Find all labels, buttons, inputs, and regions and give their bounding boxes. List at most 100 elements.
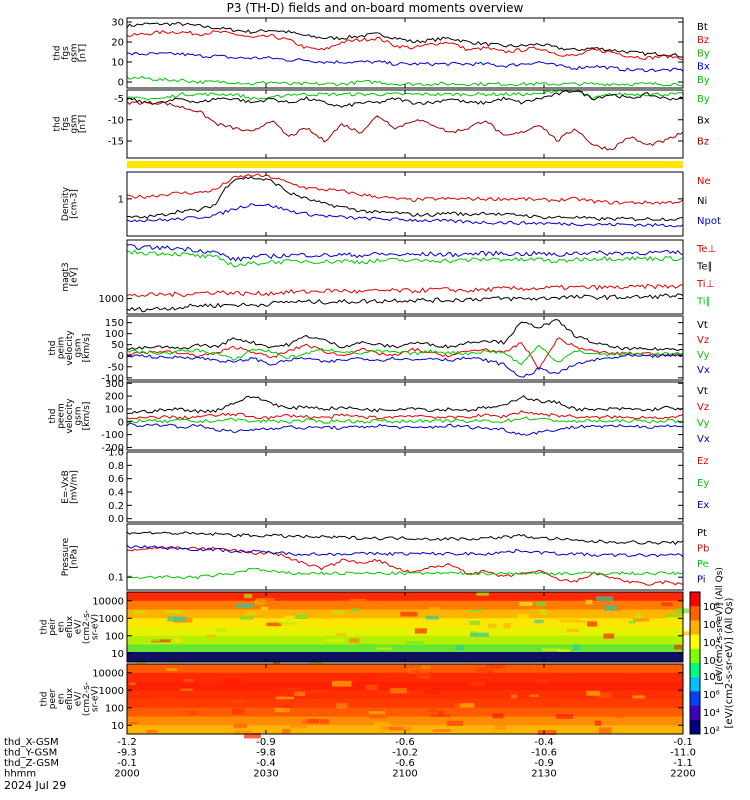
spectrogram-cell <box>531 608 540 613</box>
legend-Ex: Ex <box>697 500 709 511</box>
legend-Vy: Vy <box>697 418 710 429</box>
spectrogram-cell <box>231 708 245 715</box>
y-tick-label: 0.2 <box>108 501 124 512</box>
spectrogram-cell <box>517 614 530 620</box>
date-label: 2024 Jul 29 <box>4 779 67 792</box>
spectrogram-cell <box>536 678 549 683</box>
spectrogram-cell <box>206 634 216 638</box>
x-axis-value: -10.6 <box>531 748 557 759</box>
spectrogram-band <box>127 716 683 726</box>
y-tick-label: 1000 <box>99 614 124 625</box>
colorbar-segment <box>690 634 700 650</box>
y-tick-label: 10000 <box>92 596 124 607</box>
legend-Te∥: Te∥ <box>696 262 713 273</box>
x-axis-value: 2100 <box>392 769 417 780</box>
spectrogram-cell <box>245 612 257 615</box>
y-axis-label: peim <box>57 337 67 360</box>
spectrogram-cell <box>129 722 138 725</box>
spectrogram-cell <box>318 693 336 698</box>
legend-Bz: Bz <box>697 35 709 46</box>
y-axis-label: [nT] <box>78 44 88 62</box>
spectrogram-cell <box>370 714 378 718</box>
spectrogram-cell <box>476 592 489 596</box>
spectrogram-cell <box>180 688 193 691</box>
spectrogram-cell <box>301 718 320 724</box>
series-Vz <box>126 410 684 421</box>
x-axis-value: -1.1 <box>673 758 693 769</box>
y-tick-label: 10 <box>111 721 124 732</box>
spectrogram-cell <box>428 708 436 712</box>
spectrogram-cell <box>665 614 680 617</box>
x-axis-row-label: hhmm <box>4 769 36 780</box>
spectrogram-cell <box>567 628 579 633</box>
colorbar-tick-label: 10⁸ <box>703 672 720 683</box>
spectrogram-cell <box>140 638 160 642</box>
colorbar-segment <box>690 691 700 707</box>
y-axis-label: en <box>57 621 67 632</box>
y-axis-label: [eV] <box>69 268 79 287</box>
y-tick-label: 100 <box>105 329 124 340</box>
x-axis-value: 2130 <box>531 769 556 780</box>
y-tick-label: 1000 <box>99 686 124 697</box>
y-axis-label: [km/s] <box>82 334 92 363</box>
y-tick-label: 30 <box>111 18 124 29</box>
spectrogram-cell <box>389 688 407 694</box>
y-axis-label: [km/s] <box>82 402 92 431</box>
spectrogram-cell <box>510 694 517 699</box>
spectrogram-cell <box>349 638 360 644</box>
spectrogram-cell <box>486 664 505 669</box>
legend-Pi: Pi <box>697 575 706 586</box>
spectrogram-cell <box>274 707 291 713</box>
spectrogram-cell <box>573 644 581 651</box>
spectrogram-cell <box>320 719 330 724</box>
y-axis-label: thd <box>52 117 62 132</box>
spectrogram-cell <box>279 621 297 625</box>
spectrogram-cell <box>469 679 481 683</box>
y-tick-label: 0.6 <box>108 474 124 485</box>
spectrogram-cell <box>357 643 372 648</box>
spectrogram-cell <box>502 667 514 673</box>
colorbar-label-overlay: [eV/(cm2-s-sr-eV)] (All Qs) <box>715 567 725 685</box>
spectrogram-cell <box>580 644 596 649</box>
spectrogram-cell <box>519 601 533 606</box>
colorbar-label: [eV/(cm2-s-sr-eV)] (All Qs) <box>724 597 735 728</box>
spectrogram-cell <box>603 633 615 639</box>
y-axis-label: sr-eV) <box>91 614 101 640</box>
spectrogram-lowband <box>127 652 683 662</box>
spectrogram-cell <box>594 720 602 726</box>
spectrogram-cell <box>508 720 526 725</box>
spectrogram-cell <box>430 721 447 725</box>
spectrogram-cell <box>155 697 175 702</box>
y-axis-label: thd <box>48 341 58 356</box>
spectrogram-cell <box>266 622 282 627</box>
y-tick-label: 100 <box>105 631 124 642</box>
spectrogram-cell <box>437 710 444 715</box>
spectrogram-cell <box>632 695 645 699</box>
series-Ni <box>126 176 684 222</box>
colorbar-segment <box>690 648 700 664</box>
series-Vt <box>126 318 684 352</box>
spectrogram-band <box>127 635 683 645</box>
spectrogram-cell <box>349 598 367 604</box>
y-tick-label: 100 <box>105 404 124 415</box>
y-axis-label: peer <box>48 688 58 709</box>
spectrogram-cell <box>420 676 430 679</box>
y-axis-label: [mV/m] <box>69 470 79 504</box>
spectrogram-cell <box>614 714 624 719</box>
series-Pi <box>126 544 684 558</box>
x-axis-value: -0.4 <box>534 737 554 748</box>
spectrogram-cell <box>284 615 296 621</box>
y-tick-label: -50 <box>108 362 124 373</box>
series-Bz <box>126 29 684 61</box>
colorbar-frame <box>689 591 701 735</box>
spectrogram-cell <box>534 619 544 624</box>
spectrogram-cell <box>234 730 253 735</box>
x-axis-value: -0.6 <box>395 758 415 769</box>
x-axis-value: -0.1 <box>117 758 137 769</box>
spectrogram-cell <box>256 597 275 604</box>
spectrogram-cell <box>452 648 468 654</box>
spectrogram-cell <box>183 678 194 683</box>
x-axis-value: 2200 <box>670 769 695 780</box>
